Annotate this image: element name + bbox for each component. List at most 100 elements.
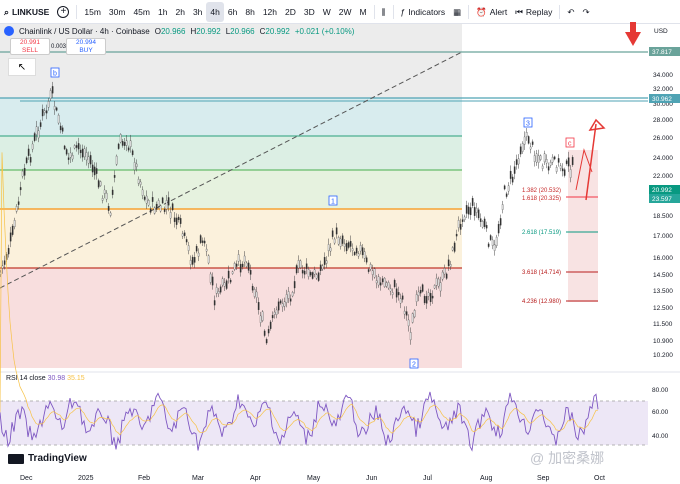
candle [549,161,552,166]
candle [531,141,534,145]
candle-series [0,81,574,345]
interval-30m[interactable]: 30m [108,6,126,17]
candle [507,185,510,192]
candle [179,218,182,224]
interval-3h[interactable]: 3h [192,6,203,17]
candle [121,140,124,146]
interval-1h[interactable]: 1h [158,6,168,17]
price-tick: 22.000 [653,173,673,180]
price-tag-top: 37.817 [652,49,672,56]
interval-15m[interactable]: 15m [84,6,101,17]
interval-2w[interactable]: 2W [338,6,352,17]
fib-label-1: 1.382 (20.532) [522,188,561,194]
candle [9,232,12,242]
interval-12h[interactable]: 12h [262,6,277,17]
time-axis[interactable]: Dec 2025 Feb Mar Apr May Jun Jul Aug Sep Oct [20,475,605,482]
candle [227,270,230,279]
price-tick: 10.900 [653,338,673,345]
candle [421,284,424,292]
candle [325,260,328,264]
candle [13,220,16,228]
buy-button[interactable]: 20.994 BUY [66,38,106,55]
candle [323,257,326,265]
candle [195,246,198,252]
symbol-search[interactable]: ⌕ LINKUSE [4,6,50,17]
candle [429,293,432,303]
candle [319,264,322,272]
candle [419,289,422,294]
candle [543,153,546,163]
interval-4h[interactable]: 4h [206,1,224,22]
candle [237,254,240,262]
candle [147,200,150,206]
candle [247,262,250,271]
candle [345,243,348,252]
candle [23,167,26,176]
candle [41,109,44,117]
candle [335,227,338,235]
replay-button[interactable]: ⏮ Replay [511,2,556,22]
candle [125,140,128,146]
candle [267,328,270,334]
candle [287,291,290,299]
price-tick: 18.500 [653,213,673,220]
interval-2h[interactable]: 2h [175,6,185,17]
cursor-tool[interactable]: ↖ [8,58,36,76]
tradingview-logo: TradingView [8,453,87,464]
chainlink-logo-icon [4,26,14,36]
candle [255,291,258,298]
candle [205,248,208,252]
candle [197,252,200,257]
time-tick: Apr [250,475,262,482]
candle [445,273,448,279]
candle [511,176,514,183]
candle [63,145,66,150]
candle [229,279,232,283]
watermark: @ 加密桑娜 [530,450,605,466]
candle [129,140,132,148]
candle [103,189,106,194]
interval-45m[interactable]: 45m [133,6,150,17]
candle [565,160,568,164]
alert-button[interactable]: ⏰ Alert [472,2,511,22]
candle [539,155,542,160]
candle [405,311,408,316]
chart-type-button[interactable]: ⫼ [378,2,390,22]
trend-dashed [0,51,463,289]
indicators-button[interactable]: ƒ Indicators [397,2,450,22]
layout-button[interactable]: ▦ [449,2,465,22]
redo-button[interactable]: ↷ [579,2,594,22]
price-tick: 10.200 [653,352,673,359]
candle [1,265,4,269]
candle [281,303,284,308]
candle [183,232,186,236]
candle [371,270,374,275]
compare-button[interactable]: + [53,2,73,22]
candle [3,260,6,265]
interval-m[interactable]: M [359,6,367,17]
interval-8h[interactable]: 8h [245,6,255,17]
rsi-ma-line [0,152,599,436]
candle [245,262,248,267]
interval-2d[interactable]: 2D [285,6,296,17]
price-tick: 34.000 [653,72,673,79]
candle [315,274,318,279]
candle [457,220,460,228]
candle [175,217,178,225]
undo-button[interactable]: ↶ [563,2,578,22]
sell-button[interactable]: 20.991 SELL [10,38,50,55]
candle [329,247,332,252]
candle [21,170,24,177]
candle [385,282,388,287]
interval-6h[interactable]: 6h [227,6,238,17]
interval-3d[interactable]: 3D [303,6,315,17]
interval-w[interactable]: W [322,6,331,17]
candle [77,143,80,150]
candle [353,251,356,256]
candle [409,332,412,341]
candle [515,159,518,165]
candle [437,278,440,287]
candle [269,321,272,329]
candle [107,206,110,211]
